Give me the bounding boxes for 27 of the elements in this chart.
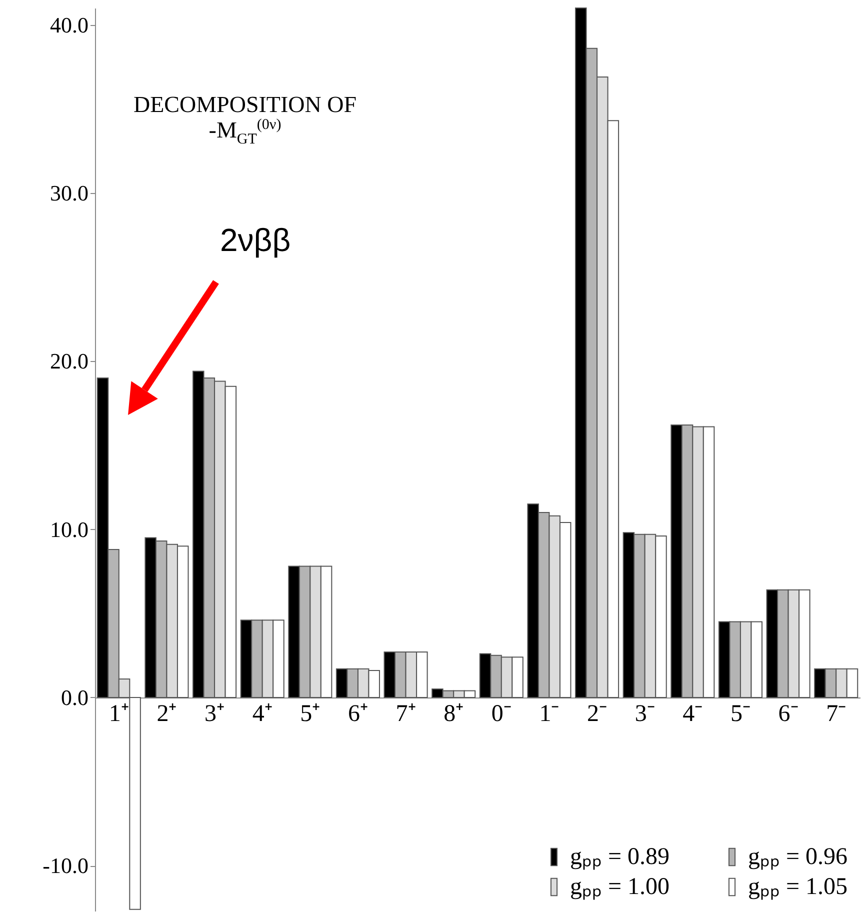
x-tick-label: 1⁺ [108,700,129,727]
x-tick-label: 6⁻ [778,700,798,727]
legend-label: gₚₚ = 1.05 [748,874,848,900]
x-tick-label: 6⁺ [348,700,368,727]
x-tick-label: 5⁻ [730,700,750,727]
y-tick-label: 30.0 [50,180,88,206]
x-tick-label: 7⁺ [396,700,416,727]
x-tick-label: 5⁺ [300,700,320,727]
y-tick-label: -10.0 [42,853,88,878]
y-tick-label: 0.0 [61,684,88,710]
x-tick-label: 3⁻ [634,700,655,727]
legend-label: gₚₚ = 0.89 [570,844,670,870]
x-tick-label: 2⁻ [587,700,608,727]
x-tick-label: 2⁺ [156,700,177,727]
x-tick-label: 3⁺ [204,700,225,727]
x-tick-label: 0⁻ [491,700,512,727]
legend-label: gₚₚ = 1.00 [570,874,670,900]
legend-label: gₚₚ = 0.96 [748,844,848,870]
x-tick-label: 8⁺ [444,700,464,727]
x-tick-label: 4⁻ [682,700,703,727]
annotation: 2νββ [220,222,291,259]
x-tick-label: 7⁻ [826,700,846,727]
y-tick-label: 20.0 [50,348,88,374]
y-tick-label: 10.0 [50,516,88,542]
x-tick-label: 4⁺ [252,700,272,727]
y-tick-label: 40.0 [50,12,88,38]
x-tick-label: 1⁻ [539,700,560,727]
